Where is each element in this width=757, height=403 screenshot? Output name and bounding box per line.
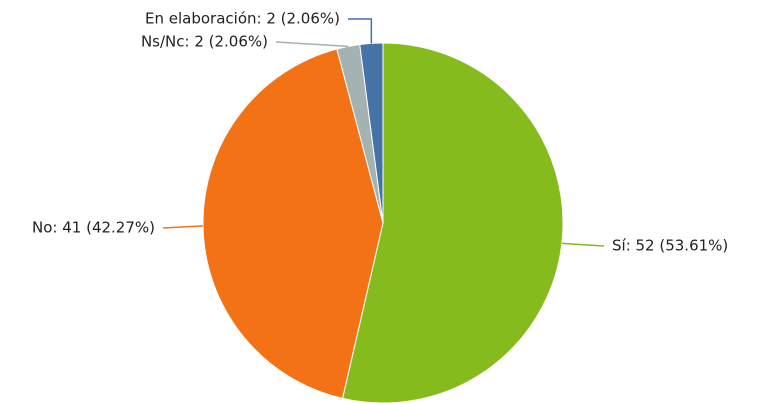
leader-line: [162, 225, 204, 229]
leader-line: [561, 242, 605, 247]
slice-label: Ns/Nc: 2 (2.06%): [141, 33, 268, 51]
slice-label: No: 41 (42.27%): [32, 219, 155, 237]
leader-line: [348, 18, 373, 44]
slice-label: En elaboración: 2 (2.06%): [145, 10, 340, 28]
leader-line: [275, 41, 349, 48]
pie-slice: [359, 42, 384, 224]
pie-slice: [202, 48, 384, 399]
slice-label: Sí: 52 (53.61%): [612, 237, 728, 255]
pie-slice: [341, 42, 564, 403]
